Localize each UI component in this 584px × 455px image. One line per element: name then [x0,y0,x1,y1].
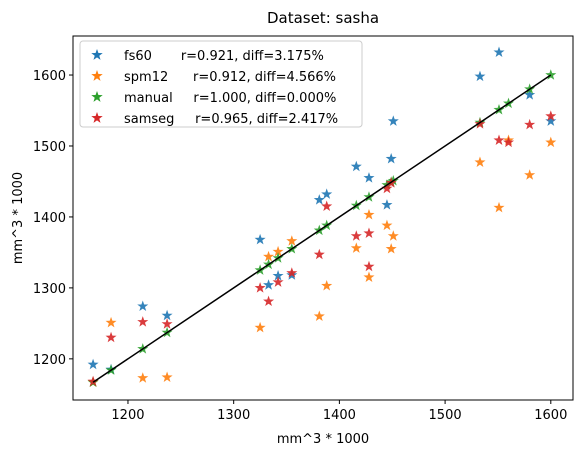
samseg-point [524,118,536,130]
legend-marker-fs60 [91,49,103,60]
samseg-point [363,260,375,272]
y-tick-label: 1400 [33,211,66,226]
legend: fs60 r=0.921, diff=3.175% spm12 r=0.912, … [79,40,363,128]
samseg-point [493,134,505,145]
fs60-point [545,115,557,126]
x-axis-ticks: 1200 1300 1400 1500 1600 [111,400,567,423]
spm12-point [381,219,393,231]
fs60-point [272,270,284,281]
samseg-point [363,227,375,238]
spm12-point [313,310,325,321]
spm12-point [545,136,557,148]
legend-label-fs60: fs60 r=0.921, diff=3.175% [124,49,324,64]
samseg-point [321,200,333,211]
spm12-point [524,169,536,180]
x-tick-label: 1400 [323,408,356,423]
fs60-point [137,300,149,312]
samseg-point [87,375,99,387]
y-axis-ticks: 1200 1300 1400 1500 1600 [33,69,73,368]
x-tick-label: 1200 [111,408,144,423]
spm12-point [363,209,375,220]
fs60-point [363,172,375,183]
y-tick-label: 1600 [33,69,66,84]
fs60-point [381,199,393,210]
samseg-point [105,331,117,343]
y-tick-label: 1200 [33,353,66,368]
spm12-point [263,250,275,262]
spm12-point [105,316,117,328]
y-tick-label: 1500 [33,140,66,155]
spm12-point [272,245,284,257]
manual-point [545,69,557,80]
fs60-point [493,46,505,58]
identity-line [92,74,552,383]
spm12-point [254,321,266,333]
spm12-point [286,235,298,246]
fs60-point [87,358,99,370]
fs60-point [321,188,333,199]
x-axis-label: mm^3 * 1000 [277,432,369,447]
legend-label-manual: manual r=1.000, diff=0.000% [124,91,336,106]
fs60-point [254,233,266,245]
fs60-point [474,70,486,82]
legend-marker-samseg [91,112,103,123]
samseg-point [272,276,284,287]
spm12-point [385,243,397,254]
x-tick-label: 1300 [217,408,250,423]
spm12-point [387,230,399,241]
samseg-point [350,230,362,241]
x-tick-label: 1500 [429,408,462,423]
x-tick-label: 1600 [534,408,567,423]
legend-label-spm12: spm12 r=0.912, diff=4.566% [124,70,336,85]
samseg-point [161,318,173,329]
fs60-point [161,309,173,321]
fs60-point [313,194,325,205]
fs60-point [524,89,536,100]
spm12-point [350,242,362,253]
samseg-point [313,248,325,260]
y-axis-label: mm^3 * 1000 [11,172,26,264]
spm12-point [474,156,486,167]
samseg-point [286,267,298,278]
fs60-point [385,152,397,164]
samseg-point [545,110,557,121]
spm12-point [321,279,333,291]
fs60-point [263,279,275,290]
spm12-point [363,271,375,282]
spm12-point [493,201,505,213]
legend-marker-spm12 [91,70,103,81]
samseg-point [254,282,266,293]
chart-title: Dataset: sasha [267,9,379,27]
samseg-point [263,295,275,307]
samseg-point [137,316,149,327]
legend-box [79,40,363,128]
spm12-point [161,371,173,382]
legend-label-samseg: samseg r=0.965, diff=2.417% [124,112,338,127]
samseg-point [381,182,393,194]
y-tick-label: 1300 [33,282,66,297]
fs60-point [387,115,399,126]
samseg-point [503,136,515,148]
legend-marker-manual [91,91,103,102]
plot-frame [72,35,574,401]
spm12-point [137,372,149,383]
fs60-point [350,160,362,172]
